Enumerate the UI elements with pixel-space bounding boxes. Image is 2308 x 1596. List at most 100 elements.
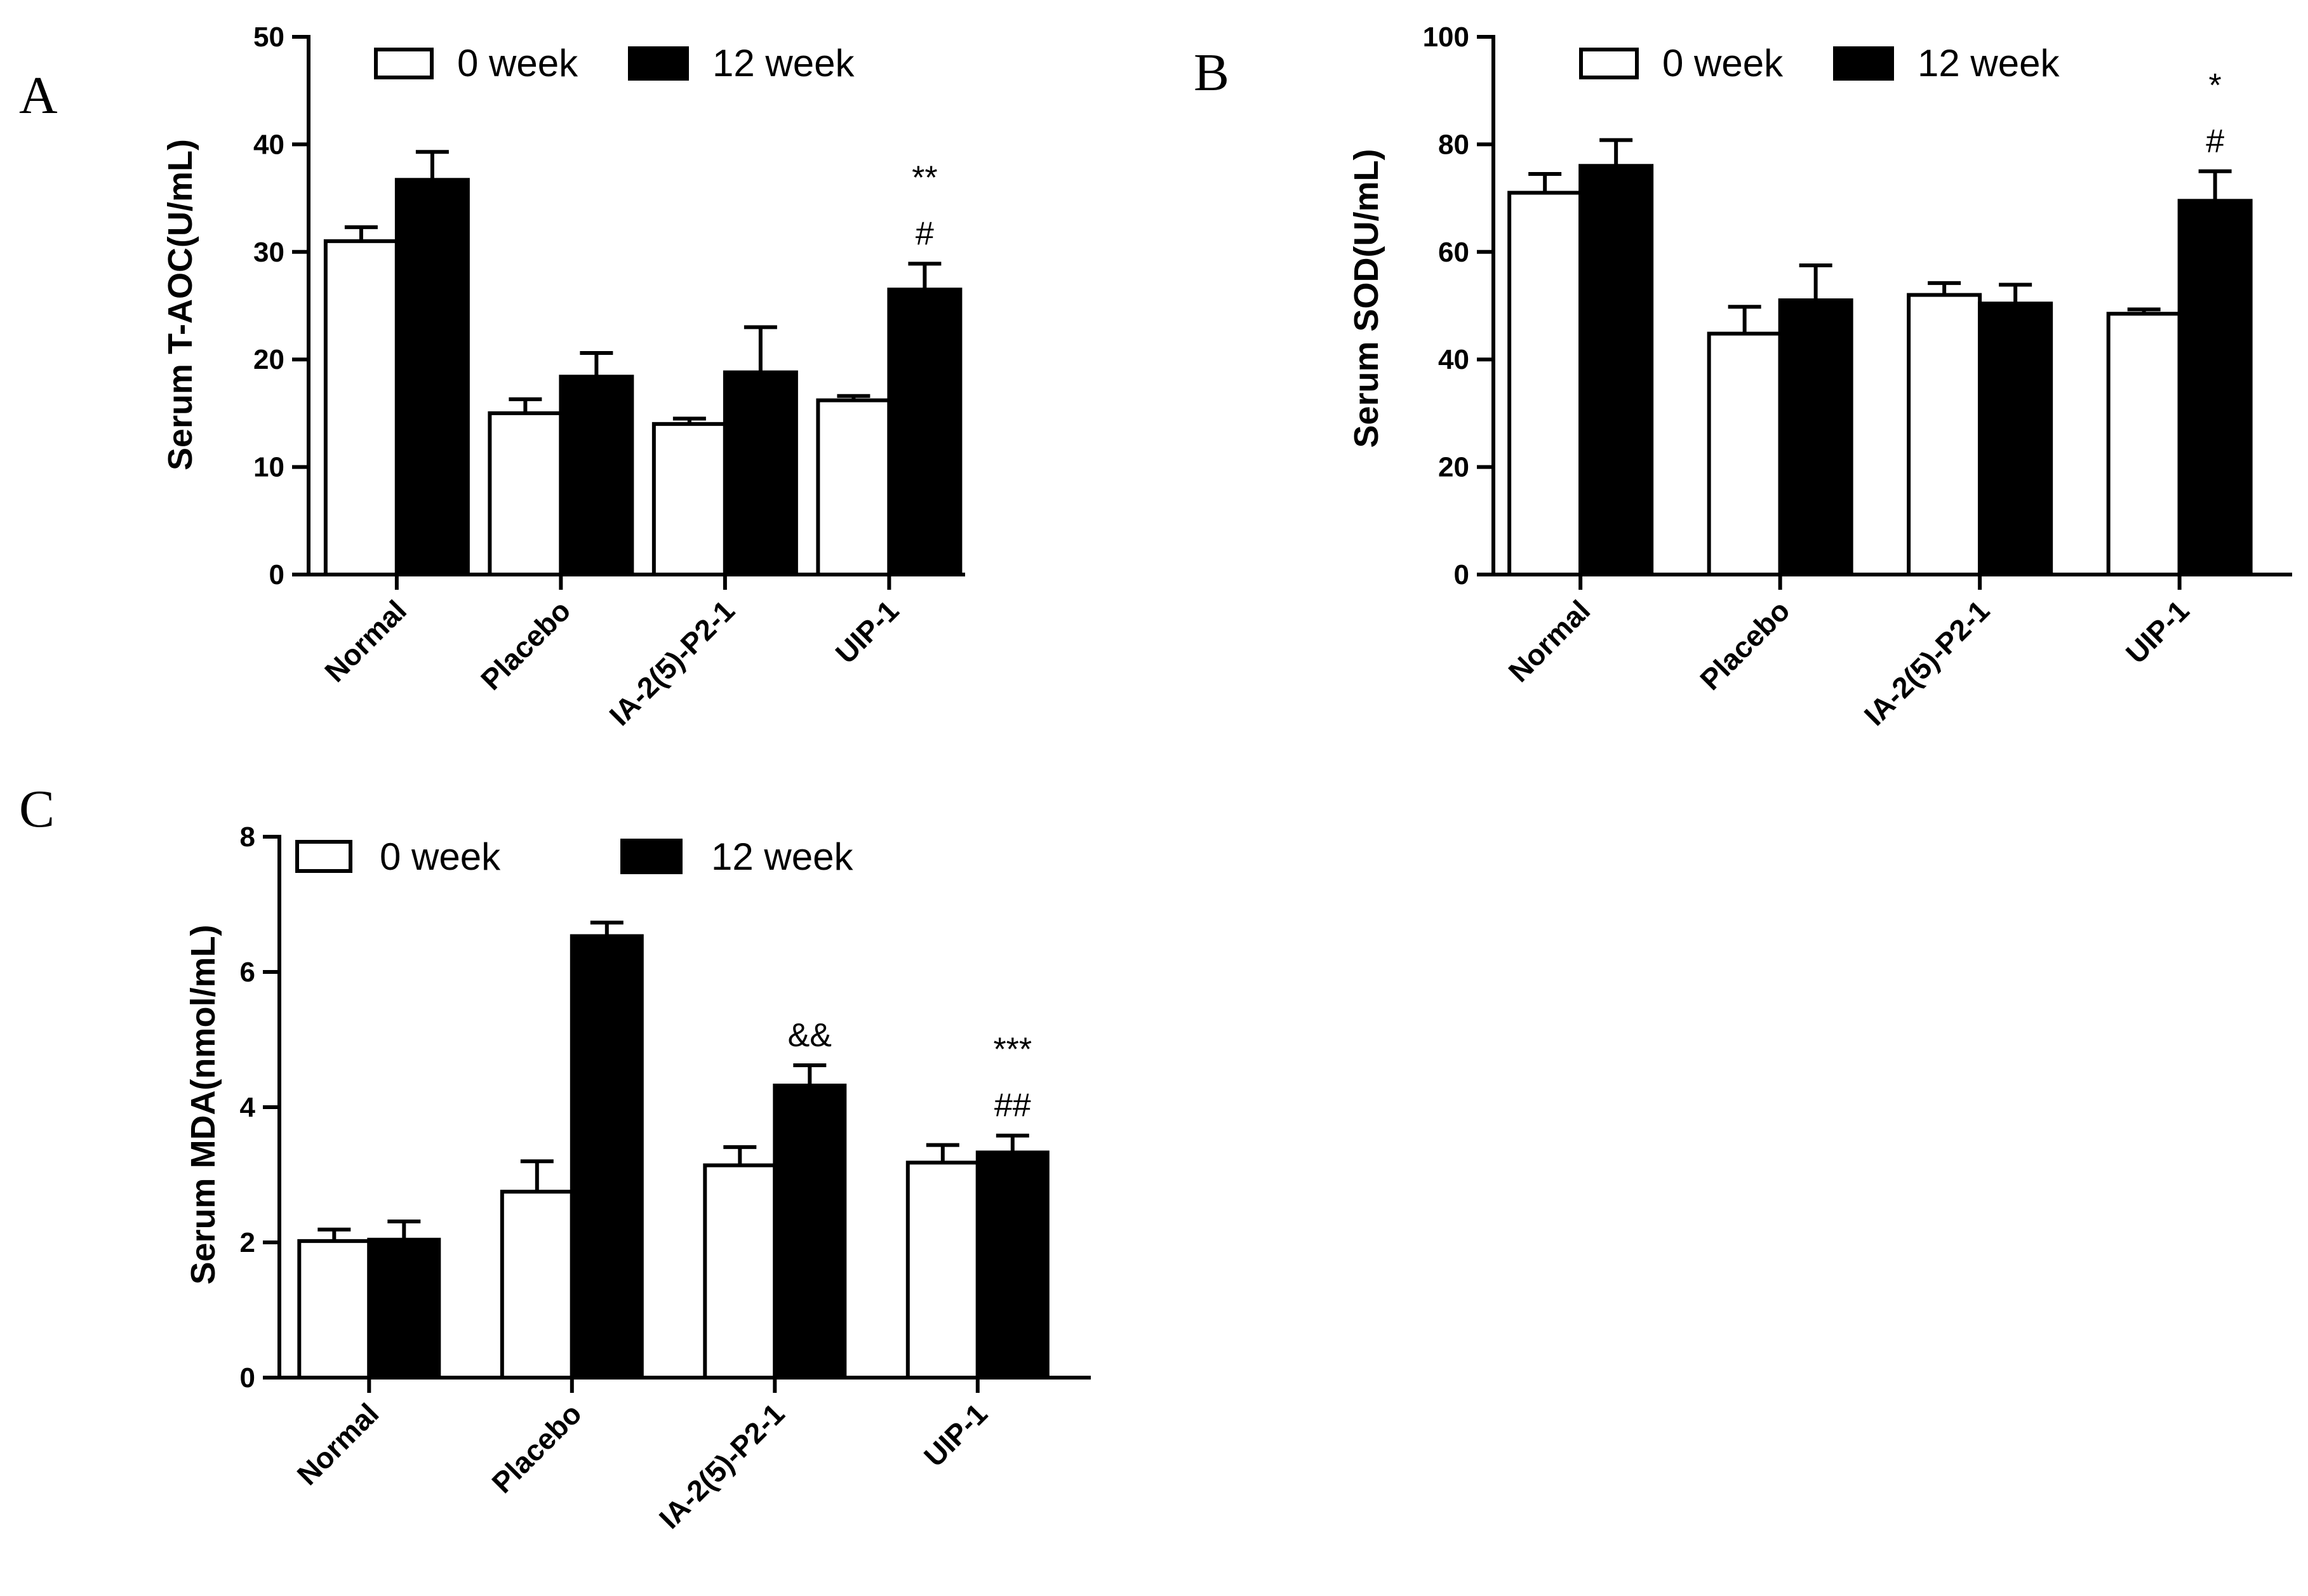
panel-b-y-tick-label: 80 <box>1438 129 1469 160</box>
panel-b-y-axis-label: Serum SOD(U/mL) <box>1347 149 1385 448</box>
bar-ia-2-5-p2-1-0-week <box>703 1163 777 1380</box>
panel-a-legend-swatch-0-week <box>374 48 434 79</box>
panel-a-y-tick-label: 20 <box>253 344 284 375</box>
panel-b-y-tick-label: 0 <box>1454 559 1469 590</box>
bar-uip-1-0-week <box>816 398 891 577</box>
panel-b-ticks: 0 20 40 60 80 100 <box>1423 22 2182 590</box>
panel-letter-b: B <box>1194 43 1229 102</box>
panel-b-significance-marker: # <box>2206 123 2224 160</box>
bar-normal-12-week <box>367 1237 441 1380</box>
panel-a-y-tick-label: 10 <box>253 452 284 483</box>
panel-c-significance-marker: ## <box>994 1087 1031 1124</box>
panel-b-category-label-uip-1: UIP-1 <box>2119 594 2196 670</box>
panel-b: B 0 20 40 60 80 100 Normal Placebo IA-2(5)-P2-1… <box>1194 22 2292 732</box>
bar-normal-12-week <box>394 178 470 576</box>
panel-c-legend-0-week: 0 week <box>380 835 501 878</box>
panel-a-legend: 0 week 12 week <box>374 42 855 84</box>
panel-b-legend-swatch-0-week <box>1579 48 1639 79</box>
panel-c-y-axis-label: Serum MDA(nmol/mL) <box>184 925 222 1285</box>
panel-c-ticks: 0 2 4 6 8 <box>240 821 980 1393</box>
panel-a-y-tick-label: 0 <box>269 559 284 590</box>
panel-a-error-bars <box>344 150 942 424</box>
panel-c-category-label-uip-1: UIP-1 <box>917 1397 994 1473</box>
panel-letter-a: A <box>19 66 58 125</box>
panel-b-category-label-normal: Normal <box>1502 594 1596 688</box>
panel-a-legend-swatch-12-week <box>628 46 689 81</box>
panel-a-y-axis-label: Serum T-AOC(U/mL) <box>161 139 199 470</box>
bar-placebo-0-week <box>500 1190 574 1380</box>
panel-c-categories: Normal Placebo IA-2(5)-P2-1 UIP-1 <box>291 1397 994 1535</box>
panel-a-annotations: # ** <box>912 159 937 252</box>
bar-placebo-12-week <box>1778 298 1853 576</box>
panel-letter-c: C <box>19 780 55 839</box>
bar-placebo-12-week <box>559 375 634 577</box>
panel-c-legend-12-week: 12 week <box>711 835 853 878</box>
panel-b-legend-12-week: 12 week <box>1918 42 2060 84</box>
panel-a-category-label-normal: Normal <box>318 594 413 688</box>
panel-c: C 0 2 4 6 8 Normal Placebo IA-2(5)-P2-1 UIP-1 &… <box>19 780 1091 1535</box>
panel-a-y-tick-label: 30 <box>253 237 284 268</box>
panel-c-category-label-normal: Normal <box>291 1397 385 1491</box>
bar-ia-2-5-p2-1-0-week <box>651 422 727 577</box>
panel-b-category-label-ia-2-5-p2-1: IA-2(5)-P2-1 <box>1858 594 1996 732</box>
panel-c-y-tick-label: 6 <box>240 957 255 988</box>
bar-ia-2-5-p2-1-12-week <box>1978 302 2053 576</box>
panel-c-category-label-placebo: Placebo <box>485 1397 588 1500</box>
panel-a-bars <box>323 178 963 577</box>
bar-normal-12-week <box>1578 164 1654 576</box>
panel-b-y-tick-label: 40 <box>1438 344 1469 375</box>
panel-c-legend-swatch-0-week <box>295 840 352 873</box>
bar-placebo-0-week <box>1707 331 1782 576</box>
panel-a-y-tick-label: 40 <box>253 129 284 160</box>
panel-c-y-tick-label: 8 <box>240 821 255 853</box>
panel-a: A 0 10 20 30 40 50 Normal Placebo IA-2(5)-P2-1 U… <box>19 22 965 732</box>
panel-b-y-tick-label: 60 <box>1438 237 1469 268</box>
panel-b-y-tick-label: 100 <box>1423 22 1469 53</box>
panel-b-error-bars <box>1528 138 2232 334</box>
bar-uip-1-12-week <box>2177 199 2253 576</box>
panel-c-y-tick-label: 2 <box>240 1227 255 1258</box>
panel-c-legend-swatch-12-week <box>620 839 683 874</box>
panel-c-error-bars <box>317 921 1029 1241</box>
panel-a-legend-12-week: 12 week <box>712 42 855 84</box>
bar-uip-1-0-week <box>2106 312 2182 576</box>
panel-b-bars <box>1507 164 2253 576</box>
panel-a-legend-0-week: 0 week <box>457 42 578 84</box>
bar-normal-0-week <box>297 1239 371 1380</box>
bar-uip-1-12-week <box>975 1150 1050 1380</box>
panel-b-categories: Normal Placebo IA-2(5)-P2-1 UIP-1 <box>1502 594 2195 732</box>
bar-ia-2-5-p2-1-12-week <box>773 1083 847 1380</box>
bar-uip-1-0-week <box>905 1160 980 1380</box>
panel-a-ticks: 0 10 20 30 40 50 <box>253 22 891 590</box>
panel-b-annotations: #* <box>2206 67 2224 160</box>
panel-a-y-tick-label: 50 <box>253 22 284 53</box>
bar-ia-2-5-p2-1-12-week <box>723 370 798 576</box>
panel-b-legend-0-week: 0 week <box>1662 42 1784 84</box>
panel-b-legend-swatch-12-week <box>1833 46 1894 81</box>
panel-a-category-label-placebo: Placebo <box>474 594 577 696</box>
panel-c-significance-marker: *** <box>993 1032 1032 1068</box>
panel-a-categories: Normal Placebo IA-2(5)-P2-1 UIP-1 <box>318 594 905 732</box>
bar-normal-0-week <box>323 239 399 576</box>
panel-a-significance-marker: # <box>916 215 934 252</box>
panel-c-significance-marker: && <box>788 1017 832 1054</box>
panel-a-significance-marker: ** <box>912 159 937 196</box>
panel-a-category-label-ia-2-5-p2-1: IA-2(5)-P2-1 <box>603 594 741 732</box>
panel-b-legend: 0 week 12 week <box>1579 42 2060 84</box>
panel-c-legend: 0 week 12 week <box>295 835 853 878</box>
bar-placebo-0-week <box>488 411 563 577</box>
panel-c-annotations: && ## *** <box>788 1017 1032 1124</box>
panel-b-y-tick-label: 20 <box>1438 452 1469 483</box>
panel-c-category-label-ia-2-5-p2-1: IA-2(5)-P2-1 <box>653 1397 791 1535</box>
panel-c-bars <box>297 934 1050 1380</box>
panel-b-category-label-placebo: Placebo <box>1693 594 1796 696</box>
panel-a-category-label-uip-1: UIP-1 <box>829 594 905 670</box>
bar-normal-0-week <box>1507 190 1583 576</box>
bar-ia-2-5-p2-1-0-week <box>1907 293 1982 576</box>
panel-b-significance-marker: * <box>2209 67 2222 104</box>
panel-c-y-tick-label: 0 <box>240 1362 255 1393</box>
bar-uip-1-12-week <box>887 288 963 576</box>
panel-c-y-tick-label: 4 <box>240 1092 256 1123</box>
bar-placebo-12-week <box>570 934 644 1380</box>
